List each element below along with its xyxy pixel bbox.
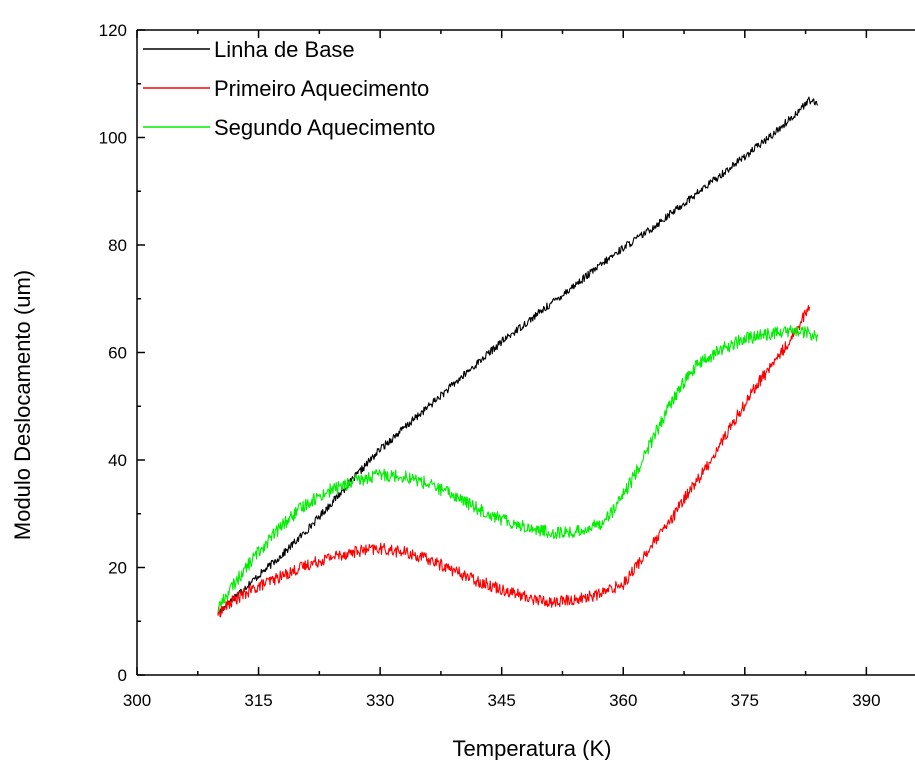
legend-label-primeiro-aquecimento: Primeiro Aquecimento [214,76,429,101]
x-tick-label: 345 [488,691,516,710]
y-tick-label: 20 [108,559,127,578]
series-layer [217,96,819,618]
y-tick-label: 40 [108,451,127,470]
y-axis-label: Modulo Deslocamento (um) [10,270,35,540]
x-tick-label: 360 [609,691,637,710]
y-tick-label: 80 [108,236,127,255]
series-line-primeiro-aquecimento [217,305,811,618]
x-tick-label: 330 [366,691,394,710]
x-axis-label: Temperatura (K) [453,736,612,760]
x-tick-label: 375 [731,691,759,710]
y-tick-label: 0 [118,666,127,685]
legend-label-segundo-aquecimento: Segundo Aquecimento [214,115,435,140]
x-tick-label: 390 [852,691,880,710]
axes-layer: 300 315 330 345 360 375 390 0 20 40 60 80 100 120 [99,21,881,710]
y-tick-label: 60 [108,344,127,363]
series-line-linha-de-base [217,96,819,616]
legend-label-linha-de-base: Linha de Base [214,37,355,62]
series-line-segundo-aquecimento [217,324,819,612]
x-tick-label: 315 [244,691,272,710]
y-tick-label: 100 [99,129,127,148]
y-tick-label: 120 [99,21,127,40]
legend: Linha de Base Primeiro Aquecimento Segundo… [143,37,435,140]
x-tick-label: 300 [123,691,151,710]
